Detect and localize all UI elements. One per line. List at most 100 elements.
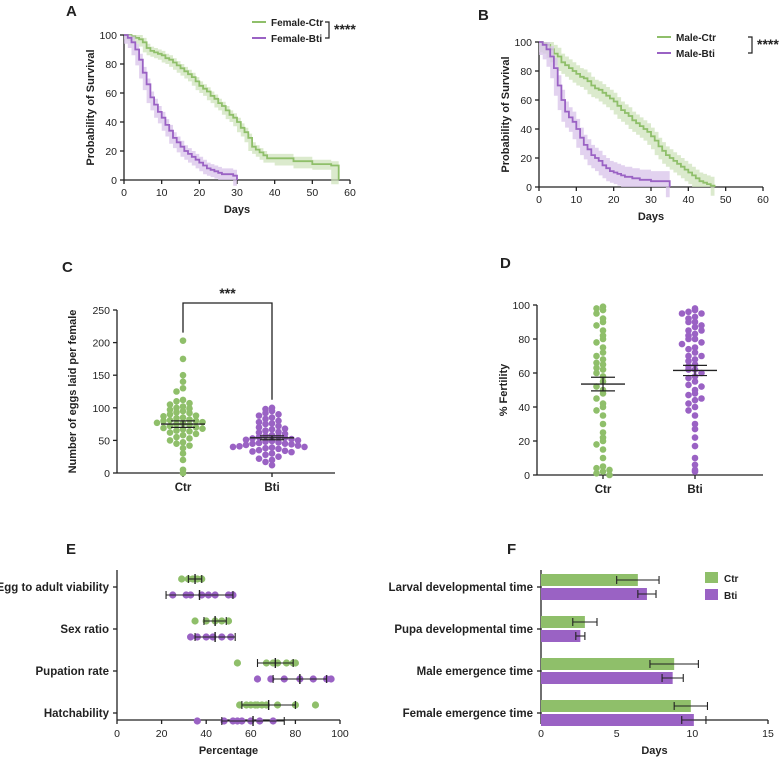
y-axis-title: Number of eggs laid per female xyxy=(67,310,79,474)
data-point-ctr xyxy=(599,318,607,326)
data-point-bti xyxy=(275,422,282,430)
data-point-bti xyxy=(691,403,699,411)
data-point-bti xyxy=(249,448,256,455)
category-label: Male emergence time xyxy=(417,666,533,678)
data-point-bti xyxy=(691,344,699,351)
data-point-bti xyxy=(281,447,289,455)
data-point-ctr xyxy=(599,468,607,475)
data-point-bti xyxy=(685,391,692,399)
data-point-bti xyxy=(262,415,269,423)
data-point-bti xyxy=(288,441,295,448)
data-point-ctr xyxy=(179,355,187,363)
data-point-ctr xyxy=(599,420,607,428)
data-point-bti xyxy=(281,440,289,447)
significance-bracket xyxy=(748,36,753,54)
survival-line-ctr xyxy=(124,34,340,180)
data-point-bti xyxy=(275,439,282,446)
data-point-ctr xyxy=(599,403,607,411)
significance-bracket xyxy=(182,302,273,400)
data-point-bti xyxy=(691,442,699,450)
data-point-ctr xyxy=(179,444,187,452)
y-tick-label: 100 xyxy=(512,300,530,312)
data-point-ctr xyxy=(593,395,600,402)
data-point-ctr xyxy=(606,466,613,474)
x-tick-label: 20 xyxy=(608,194,620,206)
data-point-bti xyxy=(685,381,692,389)
data-point-bti xyxy=(242,441,250,449)
y-tick-label: 40 xyxy=(518,402,530,414)
bar-ctr xyxy=(541,700,691,712)
panel-label-e: E xyxy=(66,541,76,558)
x-axis-title: Days xyxy=(224,204,250,216)
data-point-ctr xyxy=(599,463,607,470)
data-point-ctr xyxy=(179,407,187,415)
data-point-bti xyxy=(275,417,282,425)
data-point-ctr xyxy=(179,396,187,404)
y-tick-label: 20 xyxy=(520,153,532,165)
significance-bracket xyxy=(325,21,330,39)
data-point-bti xyxy=(698,383,705,390)
data-point-bti xyxy=(262,451,269,459)
data-point-ctr xyxy=(186,442,193,449)
data-point-ctr xyxy=(166,411,174,418)
data-point-ctr xyxy=(192,417,200,425)
data-point-ctr xyxy=(593,407,600,414)
y-tick-label: 0 xyxy=(104,468,110,480)
data-point-bti xyxy=(268,420,276,427)
data-point-bti xyxy=(268,407,276,415)
panel-label-a: A xyxy=(66,3,77,20)
category-label: Pupation rate xyxy=(36,666,109,678)
legend-swatch-ctr xyxy=(705,572,718,583)
x-tick-label: 10 xyxy=(570,194,582,206)
data-point-ctr xyxy=(173,427,180,434)
data-point-bti xyxy=(268,456,276,464)
data-point-ctr xyxy=(166,416,174,424)
data-point-ctr xyxy=(179,414,187,421)
data-point-bti xyxy=(691,468,699,475)
data-point-bti xyxy=(691,461,699,469)
data-point-bti xyxy=(691,330,699,338)
data-point-bti xyxy=(691,454,699,462)
data-point-ctr xyxy=(599,335,607,343)
data-point-bti xyxy=(698,395,705,402)
data-point-ctr xyxy=(593,352,600,360)
data-point-ctr xyxy=(186,409,193,417)
bar-bti xyxy=(541,672,673,684)
y-tick-label: 60 xyxy=(518,368,530,380)
data-point-ctr xyxy=(160,424,167,432)
y-tick-label: 20 xyxy=(518,436,530,448)
data-point-ctr xyxy=(599,373,607,380)
x-tick-label: 40 xyxy=(200,728,212,740)
x-tick-label: 20 xyxy=(193,187,205,199)
data-point-ctr xyxy=(173,440,180,447)
data-point-bti xyxy=(255,439,263,447)
data-point-ctr xyxy=(599,344,607,351)
y-tick-label: 150 xyxy=(92,370,110,382)
data-point-ctr xyxy=(593,441,600,448)
data-point-ctr xyxy=(593,322,600,329)
data-point-ctr xyxy=(179,469,187,477)
data-point-bti xyxy=(262,444,269,452)
data-point-bti xyxy=(685,400,692,407)
bar-ctr xyxy=(541,574,638,586)
data-point-ctr xyxy=(593,359,600,367)
survival-line-bti xyxy=(124,34,238,180)
x-axis-title: Percentage xyxy=(199,745,258,757)
y-axis-title: Probability of Survival xyxy=(500,56,512,172)
data-point-ctr xyxy=(192,412,200,419)
data-point-ctr xyxy=(166,429,174,436)
data-point-bti xyxy=(268,426,276,433)
data-point-ctr xyxy=(179,431,187,439)
data-point-bti xyxy=(268,444,276,451)
data-point-ctr xyxy=(179,403,187,410)
data-point-ctr xyxy=(593,383,600,390)
data-point-ctr xyxy=(178,575,186,583)
panel-label-f: F xyxy=(507,541,516,558)
data-point-bti xyxy=(255,429,263,436)
data-point-bti xyxy=(691,318,699,326)
data-point-ctr xyxy=(199,425,206,432)
data-point-bti xyxy=(685,327,692,334)
data-point-ctr xyxy=(593,310,600,317)
y-tick-label: 100 xyxy=(514,37,532,49)
x-tick-label: 5 xyxy=(614,728,620,740)
